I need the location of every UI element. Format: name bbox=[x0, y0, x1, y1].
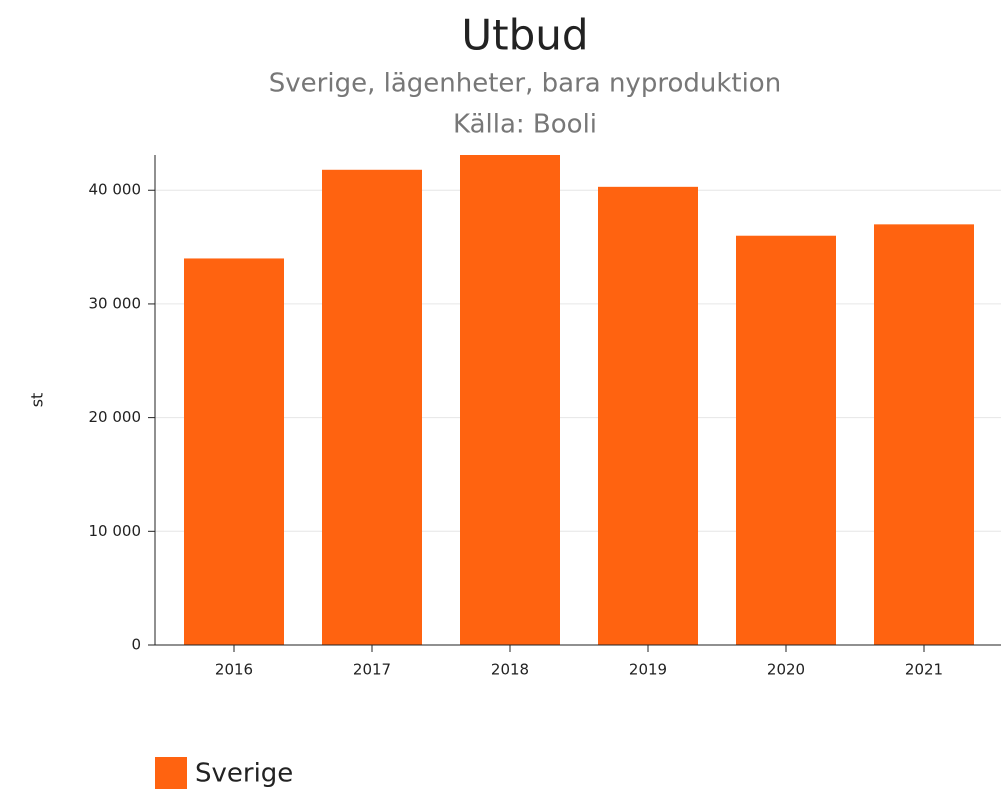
y-tick-label: 0 bbox=[131, 636, 141, 654]
x-tick-label: 2020 bbox=[767, 661, 805, 679]
bar bbox=[598, 186, 698, 645]
bar bbox=[322, 169, 422, 645]
chart-subtitle: Sverige, lägenheter, bara nyproduktion bbox=[269, 69, 781, 99]
legend-swatch bbox=[155, 757, 187, 789]
chart-title: Utbud bbox=[461, 11, 588, 60]
x-tick-label: 2019 bbox=[629, 661, 667, 679]
x-tick-label: 2018 bbox=[491, 661, 529, 679]
y-axis-label: st bbox=[28, 393, 47, 408]
legend-label: Sverige bbox=[195, 759, 293, 789]
chart-source: Källa: Booli bbox=[453, 110, 597, 140]
x-tick-label: 2021 bbox=[905, 661, 943, 679]
bar bbox=[184, 258, 284, 645]
bar bbox=[874, 224, 974, 645]
y-tick-label: 10 000 bbox=[89, 522, 142, 540]
bar bbox=[736, 235, 836, 646]
bar bbox=[460, 155, 560, 645]
y-tick-label: 40 000 bbox=[89, 181, 142, 199]
y-tick-label: 20 000 bbox=[89, 408, 142, 426]
y-tick-label: 30 000 bbox=[89, 294, 142, 312]
x-tick-label: 2017 bbox=[353, 661, 391, 679]
x-tick-label: 2016 bbox=[215, 661, 253, 679]
